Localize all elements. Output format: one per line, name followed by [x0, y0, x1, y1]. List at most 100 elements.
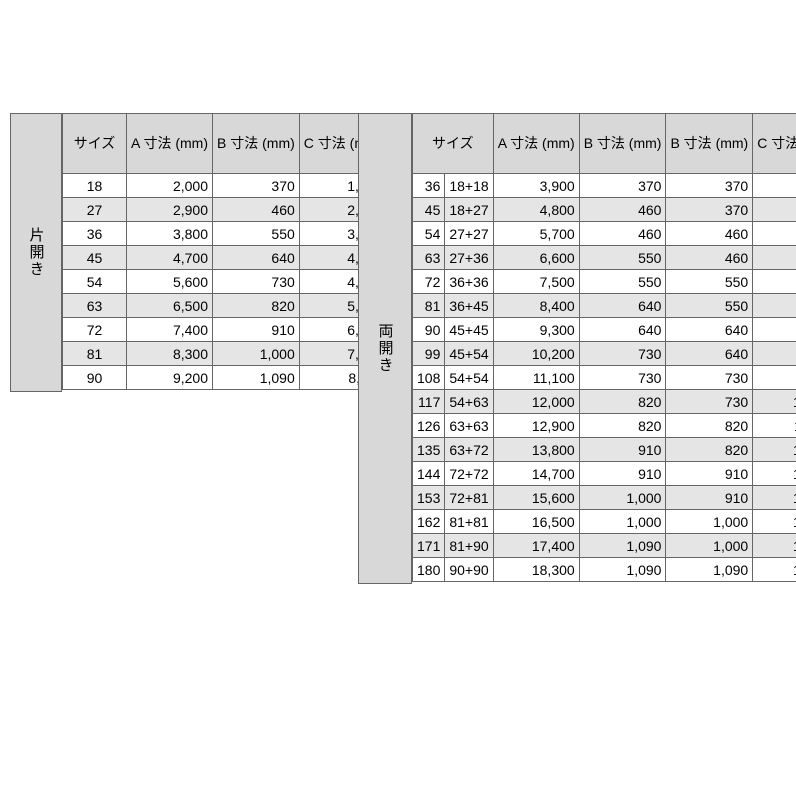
cell: 910: [666, 486, 753, 510]
cell: 162: [413, 510, 445, 534]
cell: 3,800: [127, 222, 213, 246]
cell: 54: [63, 270, 127, 294]
table-row: 7236+367,5005505506,400: [413, 270, 796, 294]
col-b: B 寸法 (mm): [213, 114, 300, 174]
cell: 1,090: [579, 534, 666, 558]
left-dimension-table: サイズ A 寸法 (mm) B 寸法 (mm) C 寸法 (mm) 182,00…: [62, 113, 387, 390]
cell: 730: [213, 270, 300, 294]
table-row: 9045+459,3006406408,020: [413, 318, 796, 342]
cell: 63+72: [445, 438, 493, 462]
cell: 640: [213, 246, 300, 270]
cell: 45: [63, 246, 127, 270]
cell: 12,880: [753, 462, 796, 486]
cell: 4,800: [493, 198, 579, 222]
cell: 910: [579, 462, 666, 486]
cell: 550: [213, 222, 300, 246]
cell: 10,200: [493, 342, 579, 366]
cell: 63: [63, 294, 127, 318]
cell: 2,900: [127, 198, 213, 222]
cell: 72+72: [445, 462, 493, 486]
col-size: サイズ: [413, 114, 494, 174]
table-row: 16281+8116,5001,0001,00014,500: [413, 510, 796, 534]
cell: 9,200: [127, 366, 213, 390]
cell: 5,590: [753, 246, 796, 270]
cell: 72: [63, 318, 127, 342]
table-row: 12663+6312,90082082011,260: [413, 414, 796, 438]
cell: 820: [579, 390, 666, 414]
cell: 3,160: [753, 174, 796, 198]
cell: 171: [413, 534, 445, 558]
cell: 13,800: [493, 438, 579, 462]
cell: 550: [579, 270, 666, 294]
cell: 8,830: [753, 342, 796, 366]
col-c: C 寸法 (mm): [753, 114, 796, 174]
cell: 3,900: [493, 174, 579, 198]
table-row: 17181+9017,4001,0901,00015,310: [413, 534, 796, 558]
cell: 153: [413, 486, 445, 510]
table-row: 182,0003701,630: [63, 174, 387, 198]
cell: 54+54: [445, 366, 493, 390]
cell: 7,400: [127, 318, 213, 342]
right-header-row: サイズ A 寸法 (mm) B 寸法 (mm) B 寸法 (mm) C 寸法 (…: [413, 114, 796, 174]
cell: 117: [413, 390, 445, 414]
cell: 370: [666, 174, 753, 198]
cell: 730: [579, 366, 666, 390]
cell: 5,600: [127, 270, 213, 294]
cell: 370: [579, 174, 666, 198]
cell: 820: [213, 294, 300, 318]
cell: 4,780: [753, 222, 796, 246]
cell: 12,000: [493, 390, 579, 414]
left-table-wrap: 片開き サイズ A 寸法 (mm) B 寸法 (mm) C 寸法 (mm) 18…: [10, 113, 387, 392]
cell: 1,000: [666, 510, 753, 534]
table-row: 5427+275,7004604604,780: [413, 222, 796, 246]
table-row: 13563+7213,80091082012,070: [413, 438, 796, 462]
right-table-label: 両開き: [358, 113, 412, 584]
table-row: 909,2001,0908,110: [63, 366, 387, 390]
cell: 9,640: [753, 366, 796, 390]
cell: 640: [579, 294, 666, 318]
cell: 370: [666, 198, 753, 222]
cell: 81: [413, 294, 445, 318]
cell: 81+90: [445, 534, 493, 558]
cell: 460: [666, 246, 753, 270]
cell: 820: [666, 438, 753, 462]
cell: 15,600: [493, 486, 579, 510]
cell: 12,070: [753, 438, 796, 462]
table-row: 454,7006404,060: [63, 246, 387, 270]
cell: 108: [413, 366, 445, 390]
cell: 16,120: [753, 558, 796, 582]
cell: 460: [579, 198, 666, 222]
cell: 27+27: [445, 222, 493, 246]
cell: 18,300: [493, 558, 579, 582]
cell: 6,600: [493, 246, 579, 270]
cell: 180: [413, 558, 445, 582]
cell: 9,300: [493, 318, 579, 342]
cell: 1,090: [213, 366, 300, 390]
cell: 18+18: [445, 174, 493, 198]
table-row: 636,5008205,680: [63, 294, 387, 318]
cell: 36: [413, 174, 445, 198]
cell: 640: [666, 318, 753, 342]
cell: 45: [413, 198, 445, 222]
cell: 14,500: [753, 510, 796, 534]
col-b1: B 寸法 (mm): [579, 114, 666, 174]
cell: 45+54: [445, 342, 493, 366]
cell: 18+27: [445, 198, 493, 222]
table-row: 4518+274,8004603703,970: [413, 198, 796, 222]
cell: 36: [63, 222, 127, 246]
table-row: 14472+7214,70091091012,880: [413, 462, 796, 486]
cell: 1,090: [666, 558, 753, 582]
table-row: 9945+5410,2007306408,830: [413, 342, 796, 366]
table-row: 363,8005503,250: [63, 222, 387, 246]
cell: 10,450: [753, 390, 796, 414]
cell: 63+63: [445, 414, 493, 438]
cell: 27: [63, 198, 127, 222]
table-row: 15372+8115,6001,00091013,690: [413, 486, 796, 510]
left-table-label: 片開き: [10, 113, 62, 392]
cell: 1,090: [579, 558, 666, 582]
cell: 3,970: [753, 198, 796, 222]
cell: 8,020: [753, 318, 796, 342]
cell: 27+36: [445, 246, 493, 270]
cell: 81+81: [445, 510, 493, 534]
cell: 12,900: [493, 414, 579, 438]
